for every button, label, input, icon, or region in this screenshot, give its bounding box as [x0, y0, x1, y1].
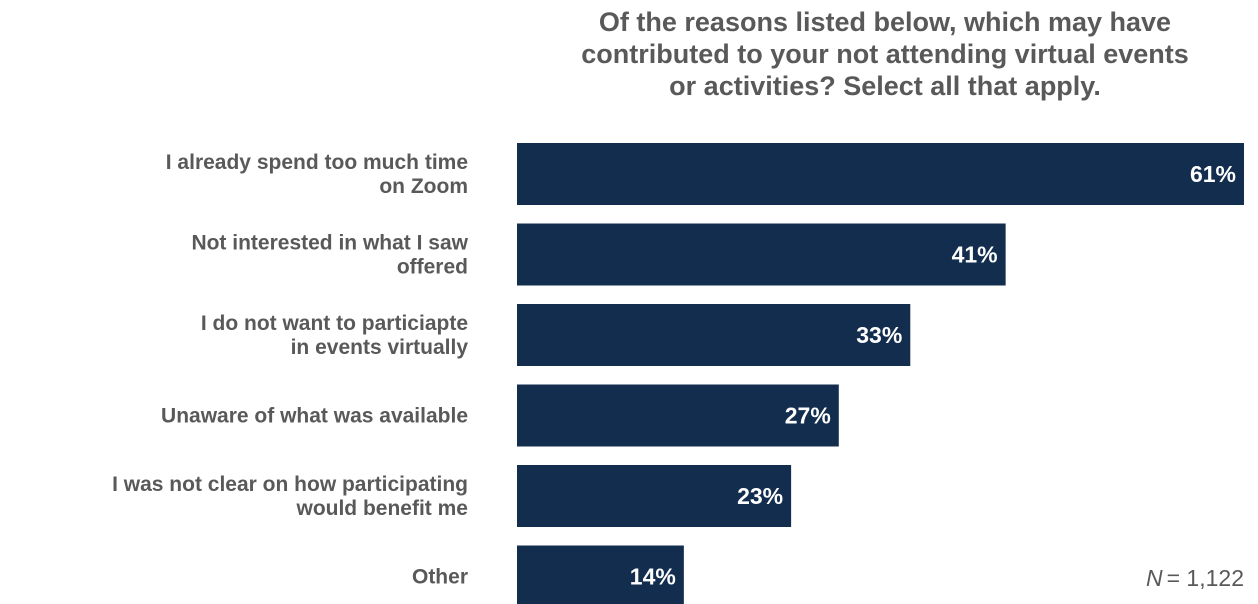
category-label-2: Not interested in what I saw offered — [191, 232, 468, 279]
bar-1 — [517, 143, 1244, 205]
category-label-6-line-1: Other — [412, 566, 468, 589]
bar-value-label-5: 23% — [737, 483, 783, 509]
bar-4 — [517, 384, 839, 447]
category-label-6: Other — [412, 566, 468, 589]
category-label-4: Unaware of what was available — [161, 405, 468, 428]
bar-value-label-4: 27% — [785, 403, 831, 429]
category-label-5-line-2: would benefit me — [295, 497, 468, 520]
category-label-1-line-2: on Zoom — [379, 175, 468, 198]
sample-size-symbol: N — [1146, 565, 1163, 591]
bar-value-label-1: 61% — [1190, 161, 1236, 187]
category-label-1: I already spend too much time on Zoom — [166, 151, 468, 198]
bar-3 — [517, 304, 911, 366]
category-labels-layer: I already spend too much time on Zoom Not … — [112, 151, 469, 589]
bar-value-label-3: 33% — [856, 322, 902, 348]
bar-2 — [517, 223, 1006, 286]
category-label-3-line-1: I do not want to particiapte — [201, 312, 468, 335]
bar-value-label-2: 41% — [952, 242, 998, 268]
category-label-2-line-1: Not interested in what I saw — [191, 232, 468, 255]
bars-layer: 61% 41% 33% 27% 23% 14% — [517, 143, 1244, 604]
sample-size-value: = 1,122 — [1167, 565, 1244, 591]
category-label-3: I do not want to particiapte in events vi… — [201, 312, 468, 359]
category-label-4-line-1: Unaware of what was available — [161, 405, 468, 428]
category-label-5-line-1: I was not clear on how participating — [112, 473, 468, 496]
chart-title: Of the reasons listed below, which may h… — [500, 6, 1258, 102]
bar-value-label-6: 14% — [630, 564, 676, 590]
category-label-2-line-2: offered — [397, 256, 468, 279]
category-label-1-line-1: I already spend too much time — [166, 151, 468, 174]
chart-title-line-3: or activities? Select all that apply. — [669, 71, 1101, 101]
chart-title-line-1: Of the reasons listed below, which may h… — [598, 7, 1172, 37]
category-label-5: I was not clear on how participating woul… — [112, 473, 468, 520]
bar-5 — [517, 465, 792, 527]
bar-6 — [517, 545, 684, 604]
chart-title-line-2: contributed to your not attending virtua… — [581, 39, 1189, 69]
category-label-3-line-2: in events virtually — [291, 336, 469, 359]
sample-size-note: N = 1,122 — [1146, 565, 1244, 591]
